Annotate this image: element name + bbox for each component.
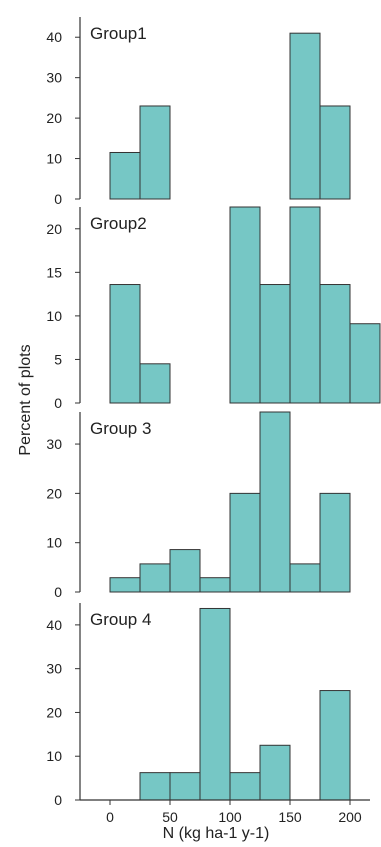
x-tick-label: 200 (338, 809, 362, 825)
panel-2-bar (109, 284, 141, 404)
panel-3-y-tick-label: 20 (46, 485, 62, 501)
panel-2-y-tick-label: 0 (54, 395, 62, 411)
x-tick-label: 0 (106, 809, 114, 825)
x-axis-title: N (kg ha-1 y-1) (163, 825, 270, 842)
panel-2-y-tick-label: 20 (46, 221, 62, 237)
panel-4-bar (259, 744, 291, 801)
panel-1-y-tick-label: 20 (46, 110, 62, 126)
panel-2-group-label: Group2 (90, 214, 147, 233)
panel-2-bar (259, 284, 291, 404)
panel-4-y-tick-label: 10 (46, 748, 62, 764)
panel-3-bar (319, 492, 351, 593)
panel-4-y-tick-label: 20 (46, 704, 62, 720)
panel-1-group-label: Group1 (90, 24, 147, 43)
panel-3-bar (139, 563, 171, 593)
panel-3-group-label: Group 3 (90, 419, 151, 438)
panel-2-bar (349, 323, 381, 404)
panel-1-bar (289, 32, 321, 200)
panel-4-bar (319, 690, 351, 801)
panel-1-bar (319, 105, 351, 200)
panel-3-bar (199, 577, 231, 593)
panel-2-bar (319, 284, 351, 404)
panel-1-bar (109, 151, 141, 200)
panel-3-bar (109, 577, 141, 593)
panel-3-bar (259, 411, 291, 593)
panel-4-group-label: Group 4 (90, 610, 151, 629)
panel-3-bar (289, 563, 321, 593)
panel-3-y-tick-label: 30 (46, 436, 62, 452)
panel-4-y-tick-label: 0 (54, 792, 62, 808)
panel-4-bar (229, 772, 261, 801)
x-tick-label: 100 (218, 809, 242, 825)
panel-3-bar (169, 549, 201, 593)
panel-2-bar (229, 206, 261, 404)
panel-1-bar (139, 105, 171, 200)
panel-2-y-tick-label: 5 (54, 351, 62, 367)
panel-4-bar (199, 607, 231, 801)
panel-4-bar (169, 772, 201, 801)
panel-2-y-tick-label: 10 (46, 308, 62, 324)
panel-4-bar (139, 772, 171, 801)
panel-1-y-tick-label: 40 (46, 29, 62, 45)
panel-4-y-tick-label: 30 (46, 661, 62, 677)
panel-3-y-tick-label: 10 (46, 535, 62, 551)
y-axis-title: Percent of plots (17, 344, 34, 455)
panel-4-y-tick-label: 40 (46, 617, 62, 633)
panel-3-bar (229, 492, 261, 593)
x-tick-label: 150 (278, 809, 302, 825)
panel-3-y-tick-label: 0 (54, 584, 62, 600)
panel-2-bar (289, 206, 321, 404)
panel-1-y-tick-label: 0 (54, 191, 62, 207)
panel-1-y-tick-label: 30 (46, 70, 62, 86)
x-tick-label: 50 (162, 809, 178, 825)
panel-1-y-tick-label: 10 (46, 151, 62, 167)
panel-2-bar (139, 363, 171, 404)
panel-2-y-tick-label: 15 (46, 264, 62, 280)
